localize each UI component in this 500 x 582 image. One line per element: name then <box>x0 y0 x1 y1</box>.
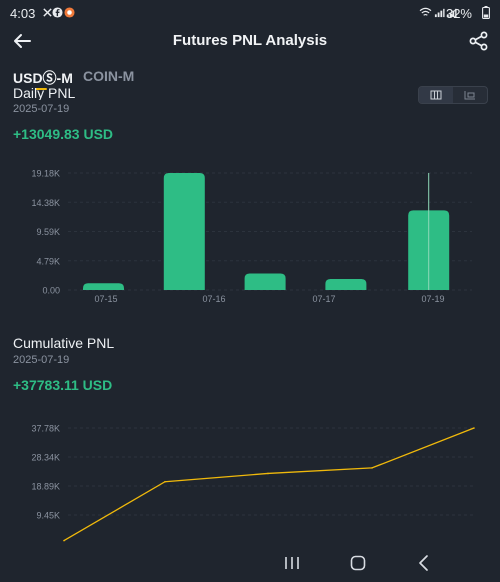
y-tick-label: 14.38K <box>31 198 60 208</box>
share-icon[interactable] <box>468 30 490 52</box>
bar <box>325 279 367 290</box>
x-tick-label: 07-16 <box>202 294 225 304</box>
usb-icon <box>43 8 52 17</box>
daily-pnl-bar-chart: 0.00 4.79K 9.59K 14.38K 19.18K 07-15 07-16 07-1… <box>31 169 472 304</box>
data-point <box>371 467 373 469</box>
daily-pnl-value: +13049.83 USD <box>13 126 114 142</box>
battery-percent: 32% <box>445 6 472 21</box>
data-point <box>267 472 269 475</box>
daily-pnl-title: Daily PNL <box>13 85 76 100</box>
y-tick-label: 0.00 <box>42 286 60 296</box>
active-tab-indicator <box>35 88 47 90</box>
y-tick-label: 9.45K <box>36 510 60 520</box>
page-title: Futures PNL Analysis <box>172 32 328 49</box>
bar <box>83 283 124 290</box>
cumulative-pnl-value: +37783.11 USD <box>13 377 113 393</box>
wifi-icon <box>419 7 432 16</box>
signal-icon <box>434 8 445 18</box>
bar <box>163 173 205 290</box>
status-time: 4:03 <box>10 6 36 21</box>
y-tick-label: 9.59K <box>36 227 60 237</box>
recent-apps-icon[interactable] <box>283 555 301 571</box>
status-bar: 4:03 32% <box>0 0 500 28</box>
y-tick-label: 4.79K <box>36 256 60 266</box>
y-tick-label: 37.78K <box>31 424 60 434</box>
system-nav-bar <box>0 548 500 582</box>
signal-icon-2 <box>446 8 457 18</box>
tab-usds-m[interactable]: USDⓈ-M <box>13 70 73 86</box>
home-icon[interactable] <box>349 554 367 572</box>
cumulative-pnl-title: Cumulative PNL <box>13 335 115 351</box>
facebook-icon <box>52 7 63 18</box>
cumulative-pnl-date: 2025-07-19 <box>13 354 70 366</box>
calendar-view-button[interactable] <box>453 87 487 103</box>
data-point <box>63 539 65 542</box>
x-tick-label: 07-17 <box>312 294 335 304</box>
y-tick-label: 28.34K <box>31 452 60 462</box>
data-point <box>473 427 475 429</box>
bar-view-button[interactable] <box>419 87 453 103</box>
chart-view-toggle[interactable] <box>418 86 488 104</box>
cumulative-pnl-line-chart: 9.45K 18.89K 28.34K 37.78K <box>31 424 476 542</box>
app-notification-icon <box>64 7 75 18</box>
data-point <box>164 480 166 483</box>
daily-pnl-date: 2025-07-19 <box>13 103 70 115</box>
back-nav-icon[interactable] <box>416 554 432 572</box>
calendar-icon <box>464 91 475 100</box>
battery-icon <box>482 6 490 19</box>
tab-coin-m[interactable]: COIN-M <box>83 68 135 84</box>
bar-chart-icon <box>430 90 442 100</box>
series-line <box>63 427 475 542</box>
x-tick-label: 07-15 <box>94 294 117 304</box>
daily-title-clip: Daily PNL <box>0 84 500 100</box>
bar <box>244 273 286 290</box>
y-tick-label: 19.18K <box>31 169 60 179</box>
x-tick-label: 07-19 <box>421 294 444 304</box>
arrow-left-icon[interactable] <box>10 30 34 52</box>
y-tick-label: 18.89K <box>31 482 60 492</box>
